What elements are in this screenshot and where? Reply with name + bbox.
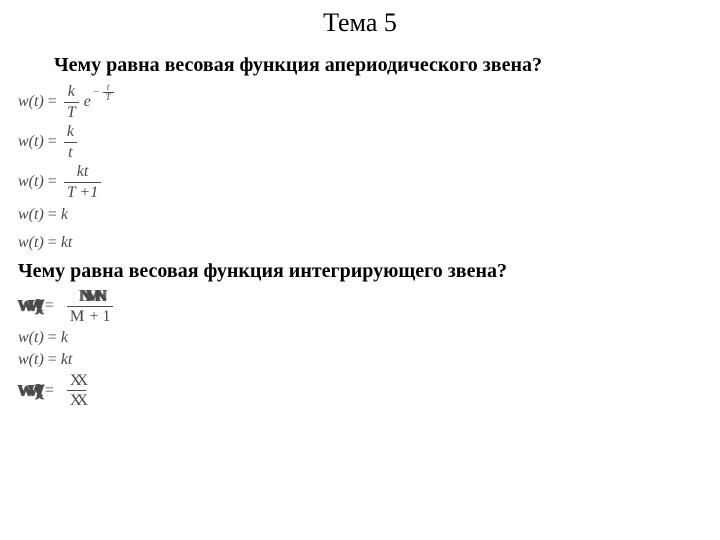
w-of-t: w(t) [18,234,44,252]
denominator: T [64,104,79,122]
formula-5: w(t) = kt [18,232,720,254]
glitch-numerator: NMN [76,287,104,306]
plus-one: + 1 [89,308,110,325]
formula-1: w(t) = k T e − t T [18,83,720,121]
glitch-lhs: WW(tl) [18,296,35,316]
equals-sign: = [48,206,57,224]
fraction-bar [64,182,101,183]
page: Тема 5 Чему равна весовая функция аперио… [0,0,720,540]
numerator: kt [74,163,92,181]
w-of-t: w(t) [18,133,44,151]
fraction-k-over-t: k t [64,123,77,161]
w-of-t: w(t) [18,351,44,369]
rhs-k: k [61,206,68,224]
formula-8: w(t) = kt [18,350,720,370]
formula-9-garbled: WW(tl) = XX XX [18,372,720,410]
question-2: Чему равна весовая функция интегрирующег… [18,260,720,283]
equals-sign: = [48,329,57,347]
equals-sign: = [45,297,54,315]
rhs-kt: kt [61,351,73,369]
w-of-t: w(t) [18,93,44,111]
numerator: k [64,123,77,141]
formula-2: w(t) = k t [18,123,720,161]
fraction-t-over-T: t T [103,83,114,102]
question-1: Чему равна весовая функция апериодическо… [54,54,720,77]
glitch-lhs: WW(tl) [18,381,35,401]
exp-e: e [84,93,91,111]
neg-sign: − [93,87,100,98]
rhs-k: k [61,329,68,347]
fraction-bar [67,390,86,391]
lhs: w(t) = [18,133,61,151]
formula-6-garbled: WW(tl) = NMN MI + 1 [18,287,720,326]
glitch-denominator: XX [67,392,86,410]
w-of-t: w(t) [18,173,44,191]
glitch-fraction: NMN MI + 1 [67,287,114,326]
rhs-kt: kt [61,234,73,252]
lhs: w(t) = [18,173,61,191]
equals-sign: = [45,382,54,400]
fraction-bar [67,306,114,307]
formula-4: w(t) = k [18,204,720,226]
w-of-t: w(t) [18,329,44,347]
fraction-k-over-T: k T [64,83,79,121]
equals-sign: = [48,351,57,369]
glitch-den-left: MI [70,308,80,325]
lhs: w(t) = [18,93,61,111]
equals-sign: = [48,173,57,191]
formula-7: w(t) = k [18,328,720,348]
denominator: T [103,93,114,102]
equals-sign: = [48,133,57,151]
page-title: Тема 5 [0,0,720,44]
glitch-numerator: XX [67,372,86,390]
w-of-t: w(t) [18,206,44,224]
denominator: t [65,144,75,162]
equals-sign: = [48,93,57,111]
glitch-denominator: MI + 1 [67,308,114,326]
numerator: k [65,83,78,101]
numerator: t [104,83,113,92]
denominator: T +1 [64,184,101,202]
spacer [0,228,720,230]
glitch-fraction: XX XX [67,372,86,410]
formula-3: w(t) = kt T +1 [18,163,720,201]
fraction-kt-over-Tp1: kt T +1 [64,163,101,201]
equals-sign: = [48,234,57,252]
fraction-bar [64,142,77,143]
fraction-bar [64,102,79,103]
exponent: − t T [93,83,117,102]
